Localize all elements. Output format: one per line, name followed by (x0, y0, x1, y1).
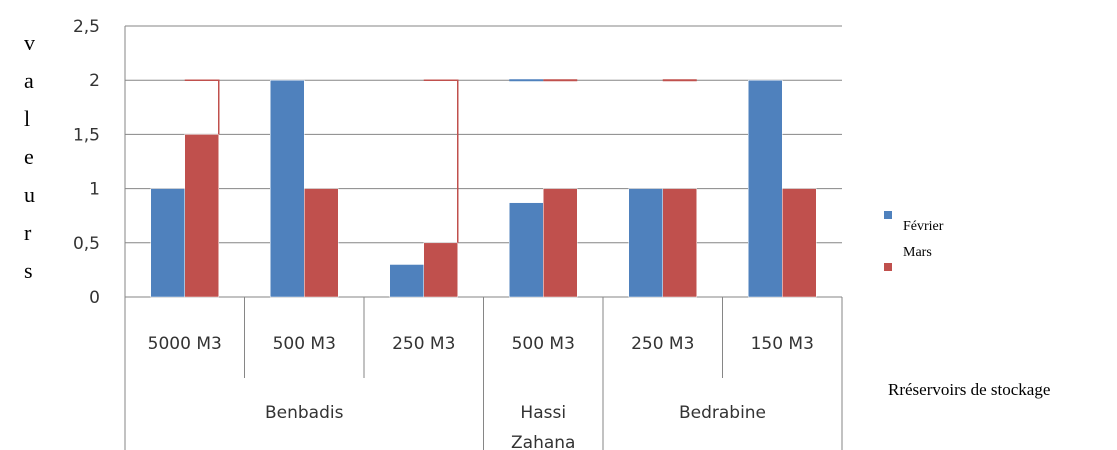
legend-swatch-fevrier (884, 211, 892, 219)
group-label: Hassi Zahana (511, 403, 575, 450)
annotation-outline (423, 79, 459, 243)
bar-mars (184, 134, 219, 298)
y-tick-label: 1,5 (73, 125, 100, 145)
bar-fevrier (270, 79, 305, 298)
group-label: Benbadis (265, 403, 344, 423)
group-labels: Benbadis Hassi Zahana Bedrabine (265, 403, 766, 450)
bar-fevrier (628, 188, 663, 298)
legend-label-fevrier: Février (903, 219, 944, 234)
bars (150, 79, 817, 298)
annotation-outline (184, 79, 220, 135)
x-axis-label: Rréservoirs de stockage (888, 380, 1050, 399)
legend: Février Mars (884, 211, 944, 271)
y-tick-label: 2,5 (73, 17, 100, 37)
outline-annotations (184, 79, 697, 243)
bar-mars (423, 242, 458, 298)
bar-mars (543, 188, 578, 298)
y-tick-label: 2 (89, 71, 100, 91)
bar-fevrier (150, 188, 185, 298)
x-tick-label: 250 M3 (392, 334, 455, 354)
x-tick-label: 150 M3 (751, 334, 814, 354)
group-label: Bedrabine (679, 403, 766, 423)
y-tick-label: 0 (89, 288, 100, 308)
gridlines (124, 25, 842, 450)
bar-mars (662, 188, 697, 298)
y-tick-label: 0,5 (73, 234, 100, 254)
bar-fevrier (509, 202, 544, 298)
y-tick-label: 1 (89, 180, 100, 200)
legend-swatch-mars (884, 263, 892, 271)
bar-fevrier (748, 79, 783, 298)
x-tick-label: 500 M3 (512, 334, 575, 354)
x-tick-labels: 5000 M3 500 M3 250 M3 500 M3 250 M3 150 M3 (148, 334, 814, 354)
legend-label-mars: Mars (903, 245, 932, 260)
x-tick-label: 500 M3 (273, 334, 336, 354)
x-tick-label: 250 M3 (631, 334, 694, 354)
category-separators (124, 297, 843, 450)
bar-mars (304, 188, 339, 298)
bar-mars (782, 188, 817, 298)
bar-fevrier (389, 264, 424, 298)
y-tick-labels: 0 0,5 1 1,5 2 2,5 (73, 17, 100, 308)
x-tick-label: 5000 M3 (148, 334, 222, 354)
